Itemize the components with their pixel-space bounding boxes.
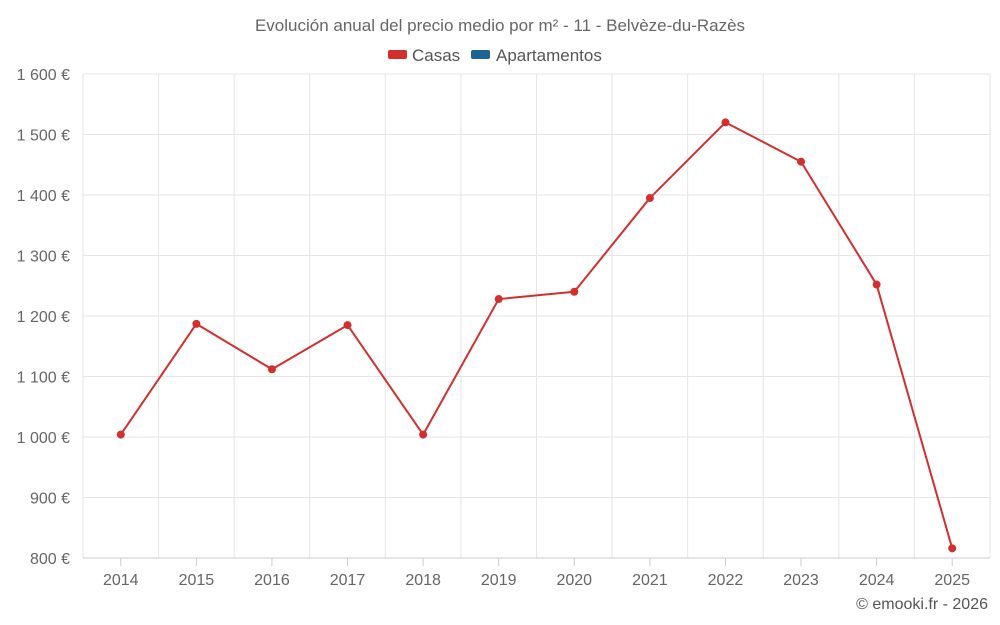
y-tick-label: 1 300 € xyxy=(17,249,70,266)
x-axis-ticks: 2014 2015 2016 2017 2018 2019 2020 2021 2022 2023… xyxy=(103,558,970,589)
x-tick-label: 2018 xyxy=(405,572,441,589)
x-tick-label: 2014 xyxy=(103,572,139,589)
y-tick-label: 1 500 € xyxy=(17,128,70,145)
data-point-2017[interactable] xyxy=(343,321,352,330)
data-point-2025[interactable] xyxy=(948,544,957,553)
x-tick-label: 2019 xyxy=(481,572,517,589)
y-tick-label: 1 200 € xyxy=(17,309,70,326)
x-tick-label: 2024 xyxy=(859,572,895,589)
y-axis-ticks: 800 € 900 € 1 000 € 1 100 € 1 200 € 1 300 € 1 … xyxy=(17,67,70,568)
data-point-2018[interactable] xyxy=(419,430,428,439)
x-tick-label: 2023 xyxy=(783,572,819,589)
x-tick-label: 2015 xyxy=(179,572,215,589)
y-tick-label: 1 400 € xyxy=(17,188,70,205)
credit-text: © emooki.fr - 2026 xyxy=(856,596,988,613)
data-point-2016[interactable] xyxy=(267,365,276,374)
legend-swatch-casas xyxy=(388,50,407,59)
data-point-2022[interactable] xyxy=(721,118,730,127)
legend-item-apartamentos[interactable]: Apartamentos xyxy=(471,46,602,65)
legend-label-apartamentos: Apartamentos xyxy=(496,46,602,65)
data-point-2019[interactable] xyxy=(494,295,503,304)
series-casas xyxy=(116,118,957,553)
x-tick-label: 2025 xyxy=(934,572,970,589)
x-tick-label: 2021 xyxy=(632,572,668,589)
x-tick-label: 2022 xyxy=(708,572,744,589)
data-point-2024[interactable] xyxy=(872,280,881,289)
series-line-casas xyxy=(119,121,954,549)
data-point-2020[interactable] xyxy=(570,287,579,296)
x-tick-label: 2016 xyxy=(254,572,290,589)
data-point-2014[interactable] xyxy=(116,430,125,439)
y-tick-label: 1 600 € xyxy=(17,67,70,84)
y-tick-label: 1 100 € xyxy=(17,370,70,387)
chart-title: Evolución anual del precio medio por m² … xyxy=(255,16,745,35)
y-tick-label: 1 000 € xyxy=(17,430,70,447)
legend-swatch-apartamentos xyxy=(471,50,490,59)
data-point-2023[interactable] xyxy=(797,157,806,166)
data-point-2015[interactable] xyxy=(192,319,201,328)
x-tick-label: 2020 xyxy=(556,572,592,589)
data-point-2021[interactable] xyxy=(645,194,654,203)
legend-item-casas[interactable]: Casas xyxy=(388,46,460,65)
legend: Casas Apartamentos xyxy=(388,46,602,65)
legend-label-casas: Casas xyxy=(412,46,460,65)
x-tick-label: 2017 xyxy=(330,572,366,589)
gridlines xyxy=(82,73,991,559)
y-tick-label: 800 € xyxy=(30,551,70,568)
y-tick-label: 900 € xyxy=(30,491,70,508)
